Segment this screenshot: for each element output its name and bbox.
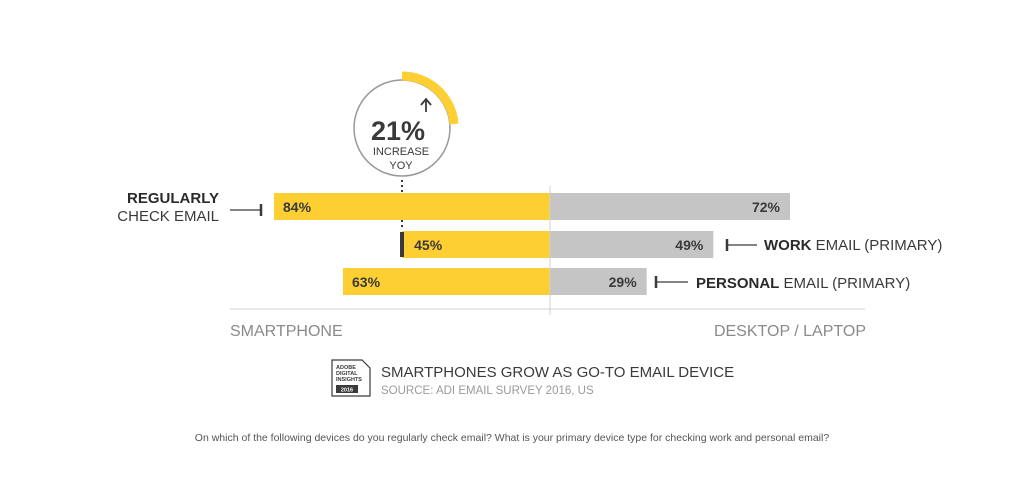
bar-smartphone-work: [402, 231, 550, 258]
row-1: 45% 49%: [402, 231, 714, 258]
label-work-rest: EMAIL (PRIMARY): [816, 237, 943, 254]
badge-line-1: DIGITAL: [336, 371, 358, 377]
bar-smartphone-regularly: [274, 193, 550, 220]
bar-desktop-personal: [550, 268, 647, 295]
label-regularly: REGULARLY CHECK EMAIL: [117, 190, 263, 225]
callout-progress-arc: [401, 71, 459, 125]
badge-line-3: 2016: [341, 388, 353, 394]
callout-value: 21%: [371, 116, 425, 146]
bar-desktop-regularly: [550, 193, 790, 220]
footer-title: SMARTPHONES GROW AS GO-TO EMAIL DEVICE: [381, 364, 734, 381]
value-desktop-personal: 29%: [609, 274, 638, 290]
adobe-digital-insights-badge: ADOBE DIGITAL INSIGHTS 2016: [331, 359, 371, 397]
value-smartphone-personal: 63%: [352, 274, 381, 290]
label-work-bold: WORK: [764, 237, 812, 254]
bar-smartphone-personal: [343, 268, 550, 295]
label-regularly-rest: CHECK EMAIL: [117, 208, 219, 225]
label-work-text: WORK EMAIL (PRIMARY): [764, 237, 942, 254]
label-personal: PERSONAL EMAIL (PRIMARY): [654, 275, 910, 292]
label-personal-text: PERSONAL EMAIL (PRIMARY): [696, 275, 910, 292]
label-personal-rest: EMAIL (PRIMARY): [784, 275, 911, 292]
work-row-marker: [400, 232, 404, 257]
value-smartphone-work: 45%: [414, 237, 443, 253]
value-desktop-work: 49%: [675, 237, 704, 253]
row-0: 84% 72%: [274, 193, 790, 220]
callout-line2: YOY: [389, 160, 413, 172]
label-personal-bold: PERSONAL: [696, 275, 779, 292]
axis-label-smartphone: SMARTPHONE: [230, 323, 343, 340]
bar-desktop-work: [550, 231, 714, 258]
label-work: WORK EMAIL (PRIMARY): [725, 237, 942, 254]
survey-question: On which of the following devices do you…: [195, 432, 830, 444]
up-arrow-icon: [420, 97, 432, 112]
badge-year-box: [336, 385, 358, 393]
badge-line-0: ADOBE: [336, 365, 356, 371]
value-desktop-regularly: 72%: [752, 199, 781, 215]
label-regularly-bold: REGULARLY: [127, 190, 219, 207]
row-2: 63% 29%: [343, 268, 647, 295]
value-smartphone-regularly: 84%: [283, 199, 312, 215]
badge-line-2: INSIGHTS: [336, 377, 362, 383]
callout-line1: INCREASE: [373, 146, 429, 158]
footer-source: SOURCE: ADI EMAIL SURVEY 2016, US: [381, 385, 594, 397]
axis-label-desktop: DESKTOP / LAPTOP: [714, 323, 866, 340]
yoy-callout: 21% INCREASE YOY: [353, 71, 459, 177]
